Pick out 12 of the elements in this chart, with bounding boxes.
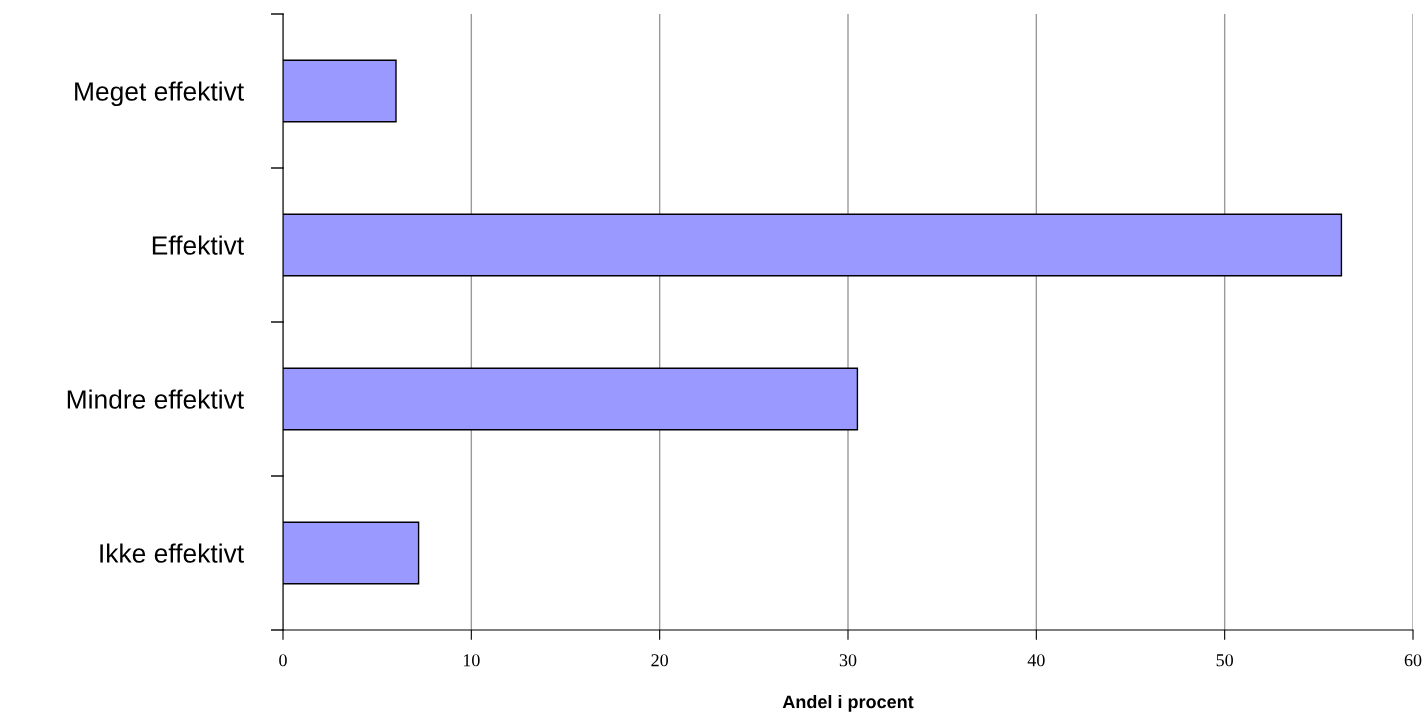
x-tick-label: 60 [1404,654,1422,667]
x-tick-label: 0 [279,654,287,667]
y-tick-label: Ikke effektivt [100,543,244,563]
x-axis-title: Andel i procent [782,694,914,712]
x-tick-label: 40 [1027,654,1045,667]
x-tick-label: 10 [463,654,480,667]
x-tick-label: 50 [1216,654,1234,667]
y-tick-label: Meget effektivt [75,81,244,107]
x-tick-label: 30 [839,654,857,667]
x-tick-label: 20 [651,654,669,667]
y-tick-label: Mindre effektivt [67,389,244,409]
y-tick-label: Effektivt [152,235,244,255]
